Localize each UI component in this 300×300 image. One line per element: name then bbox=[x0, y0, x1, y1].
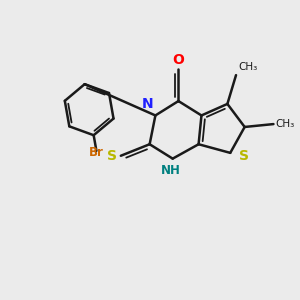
Text: CH₃: CH₃ bbox=[238, 62, 258, 72]
Text: S: S bbox=[239, 149, 249, 163]
Text: Br: Br bbox=[89, 146, 104, 159]
Text: N: N bbox=[142, 97, 153, 111]
Text: CH₃: CH₃ bbox=[276, 119, 295, 129]
Text: S: S bbox=[107, 149, 117, 163]
Text: O: O bbox=[172, 53, 184, 67]
Text: NH: NH bbox=[161, 164, 181, 177]
